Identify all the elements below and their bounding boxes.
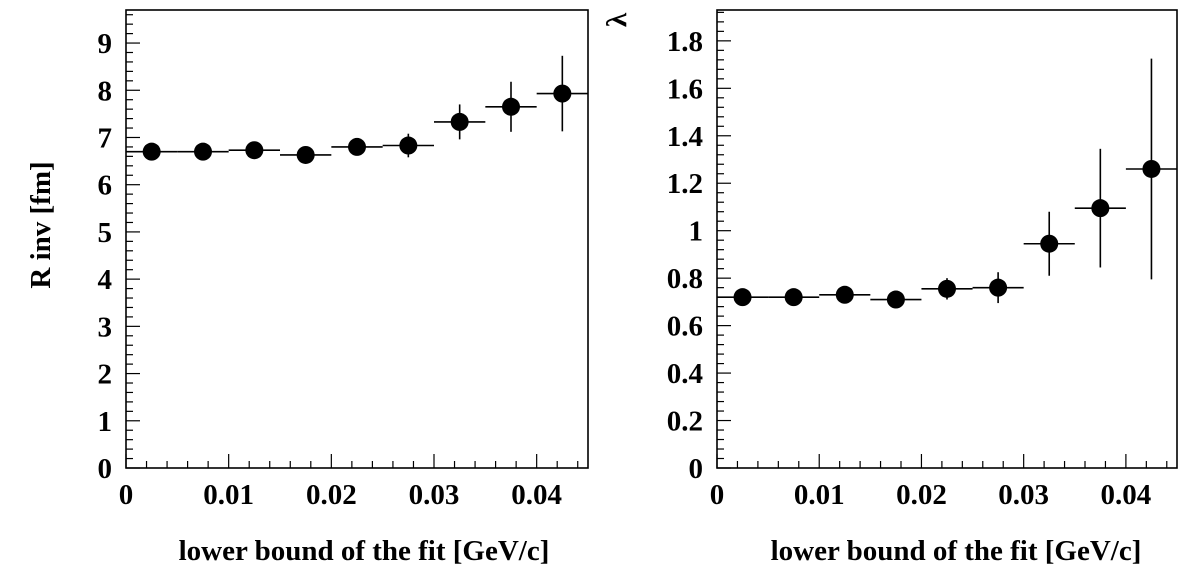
data-point bbox=[194, 142, 212, 161]
x-axis-title: lower bound of the fit [GeV/c] bbox=[179, 535, 550, 567]
y-tick-label: 1.4 bbox=[667, 121, 703, 153]
y-tick-label: 2 bbox=[98, 359, 113, 391]
y-tick-label: 1.6 bbox=[667, 73, 703, 105]
y-tick-label: 1.8 bbox=[667, 26, 703, 58]
data-point bbox=[348, 137, 366, 156]
x-tick-label: 0.02 bbox=[306, 479, 357, 511]
y-tick-label: 1 bbox=[689, 216, 704, 248]
y-tick-label: 3 bbox=[98, 311, 113, 343]
data-point bbox=[502, 97, 520, 116]
plot-frame bbox=[125, 9, 589, 469]
y-tick-label: 0.8 bbox=[667, 263, 703, 295]
data-point bbox=[142, 142, 161, 161]
y-axis-title: R inv [fm] bbox=[25, 161, 57, 288]
data-point bbox=[1142, 159, 1161, 178]
y-tick-label: 6 bbox=[98, 170, 113, 202]
y-tick-label: 5 bbox=[98, 217, 113, 249]
x-tick-label: 0.04 bbox=[511, 479, 562, 511]
data-point bbox=[1040, 234, 1059, 253]
x-tick-label: 0.02 bbox=[896, 479, 947, 511]
data-point bbox=[989, 278, 1008, 297]
plot-frame bbox=[716, 9, 1178, 469]
data-point bbox=[733, 288, 752, 307]
y-axis-title: λ bbox=[601, 12, 633, 27]
data-point bbox=[938, 279, 956, 298]
y-tick-label: 0.2 bbox=[667, 406, 703, 438]
x-tick-label: 0.03 bbox=[409, 479, 460, 511]
x-axis-title: lower bound of the fit [GeV/c] bbox=[771, 535, 1142, 567]
data-point bbox=[784, 288, 803, 307]
data-point bbox=[886, 290, 905, 309]
x-tick-label: 0.03 bbox=[998, 479, 1049, 511]
x-tick-label: 0.04 bbox=[1101, 479, 1152, 511]
y-tick-label: 0 bbox=[98, 453, 113, 485]
y-tick-label: 0.6 bbox=[667, 311, 703, 343]
y-tick-label: 0 bbox=[689, 453, 704, 485]
data-point bbox=[296, 145, 315, 164]
y-tick-label: 7 bbox=[98, 122, 113, 154]
data-point bbox=[1091, 199, 1110, 218]
y-tick-label: 1.2 bbox=[667, 168, 703, 200]
data-point bbox=[245, 141, 264, 160]
x-tick-label: 0 bbox=[710, 479, 725, 511]
x-tick-label: 0.01 bbox=[794, 479, 845, 511]
x-tick-label: 0.01 bbox=[203, 479, 254, 511]
data-point bbox=[835, 285, 854, 304]
x-tick-label: 0 bbox=[119, 479, 134, 511]
data-point bbox=[553, 84, 572, 103]
y-tick-label: 1 bbox=[98, 406, 113, 438]
y-tick-label: 4 bbox=[98, 264, 113, 296]
y-tick-label: 8 bbox=[98, 75, 113, 107]
panel-r-inv: R inv [fm] lower bound of the fit [GeV/c… bbox=[25, 9, 589, 567]
y-tick-label: 9 bbox=[98, 28, 113, 60]
data-point bbox=[450, 112, 469, 131]
panel-lambda: λ lower bound of the fit [GeV/c] 0 0.01 0.… bbox=[601, 9, 1178, 567]
data-point bbox=[399, 136, 418, 155]
y-tick-label: 0.4 bbox=[667, 358, 703, 390]
